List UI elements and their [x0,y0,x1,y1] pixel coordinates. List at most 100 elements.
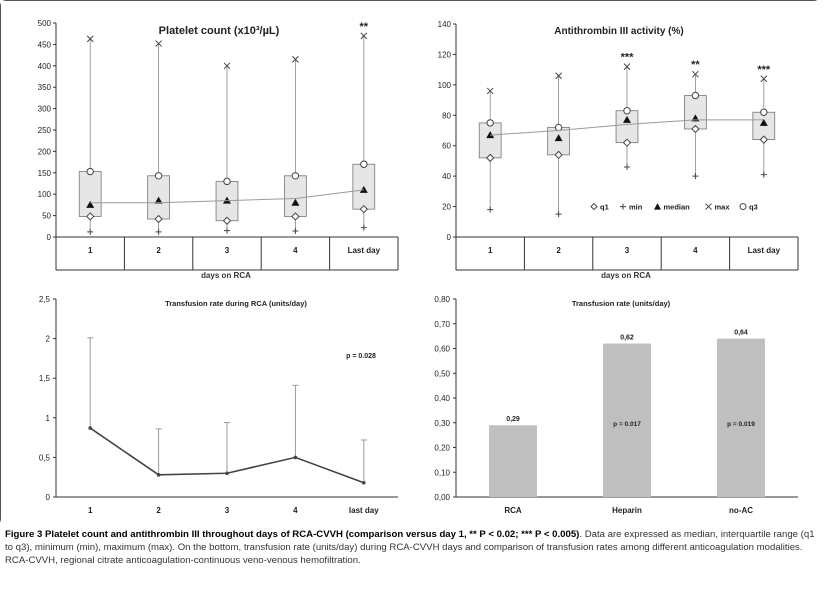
x-tick-label: Heparin [612,506,642,515]
x-tick-label: 1 [88,506,93,515]
p-value-annotation: p = 0.028 [346,353,376,360]
panel-title-transfusion-rca: Transfusion rate during RCA (units/day) [165,299,307,308]
min-marker [155,228,162,235]
y-tick-label: 150 [38,169,52,178]
q3-marker [154,172,163,180]
median-marker [554,134,563,142]
max-marker [155,40,162,47]
x-tick-label: Last day [748,246,781,255]
q3-marker [223,177,231,186]
bar [489,425,537,497]
y-tick-label: 0,80 [434,295,450,304]
q3-marker [291,172,300,180]
y-tick-label: 200 [38,147,52,156]
q3-marker [691,91,700,100]
figure-background [1,1,821,526]
y-tick-label: 100 [38,190,52,199]
q1-marker [85,212,95,221]
q3-marker [486,119,494,127]
y-tick-label: 1 [46,414,51,423]
max-marker [223,62,231,70]
min-marker [87,228,94,235]
data-point [293,455,298,460]
x-axis-title-antithrombin: days on RCA [601,271,651,280]
legend-label: q3 [749,203,758,212]
panel-antithrombin: Antithrombin III activity (%) days on RC… [438,20,799,280]
legend-label: q1 [600,203,609,212]
legend-q1-symbol [590,202,598,211]
max-marker [760,75,768,83]
q3-marker [360,160,368,168]
y-tick-label: 0,60 [434,345,450,354]
panel-title-antithrombin: Antithrombin III activity (%) [554,26,683,37]
min-marker [292,228,299,235]
y-tick-label: 120 [438,50,452,59]
legend-max-symbol [705,203,712,210]
y-tick-label: 0 [447,233,452,242]
legend-label: min [629,203,643,212]
y-tick-label: 250 [38,126,52,135]
legend-median-symbol [654,203,661,210]
x-tick-label: last day [349,506,379,515]
x-tick-label: 3 [625,246,630,255]
x-tick-label: 4 [293,506,298,515]
y-tick-label: 100 [438,81,452,90]
median-marker [86,200,95,208]
y-tick-label: 1,5 [39,374,51,383]
caption-label: Figure 3 [5,529,43,540]
median-marker [359,185,368,193]
bar-p-value-label: p = 0.019 [727,421,755,428]
max-marker [86,35,94,43]
x-tick-label: 1 [88,246,93,255]
iqr-box [615,110,639,144]
min-marker [224,227,230,234]
q1-marker [291,212,300,221]
x-tick-label: 2 [556,246,561,255]
x-tick-label: RCA [504,506,522,515]
q3-marker [760,108,768,116]
min-marker [692,173,699,180]
legend-min-symbol [620,203,626,210]
significance-label: *** [621,52,635,64]
x-tick-label: 3 [225,246,230,255]
bar [717,338,765,497]
bar-data-label: 0,29 [506,416,520,423]
q1-marker [759,135,769,144]
y-tick-label: 500 [38,19,52,28]
x-axis-title-platelet: days on RCA [201,271,251,280]
x-tick-label: Last day [348,246,381,255]
panel-platelet-count: Platelet count (x10³/µL) days on RCA 0 50… [38,19,399,280]
y-tick-label: 0,5 [39,453,51,462]
x-tick-label: 4 [293,246,298,255]
max-marker [486,87,494,95]
y-tick-label: 0,70 [434,320,450,329]
min-marker [487,206,494,213]
max-marker [692,70,699,78]
median-marker [759,118,768,126]
significance-label: *** [757,64,771,76]
min-marker [624,164,630,171]
median-marker [154,196,163,204]
q1-marker [154,214,163,224]
significance-label: ** [691,59,700,71]
data-point [225,471,229,476]
y-tick-label: 20 [442,203,451,212]
legend-q3-symbol [739,203,747,211]
y-tick-label: 40 [442,172,451,181]
trend-line [90,189,364,204]
bar [603,343,651,497]
significance-label: ** [360,21,369,33]
y-tick-label: 400 [38,62,52,71]
x-tick-label: 3 [225,506,230,515]
q1-marker [485,153,495,163]
iqr-box [684,95,707,130]
max-marker [555,72,562,80]
min-marker [760,171,767,178]
caption-title: Platelet count and antithrombin III thro… [45,529,580,540]
q1-marker [691,124,700,134]
figure-svg: Platelet count (x10³/µL) days on RCA 0 50… [1,1,821,526]
y-tick-label: 80 [442,111,451,120]
legend-label: max [715,203,731,212]
min-marker [360,224,367,231]
x-tick-label: 1 [488,246,493,255]
